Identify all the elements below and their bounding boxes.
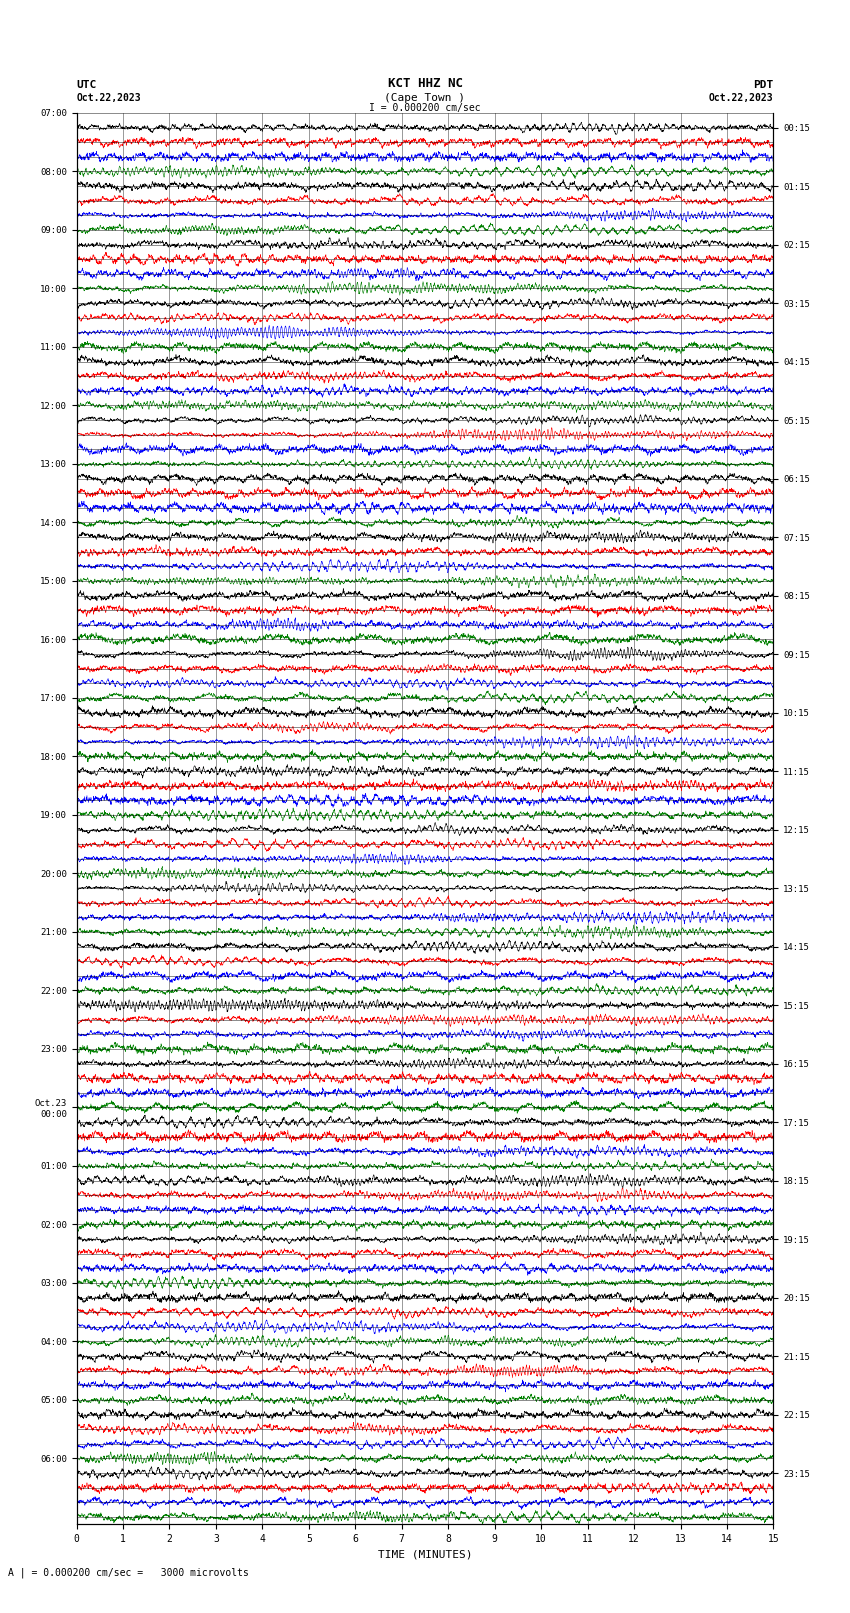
X-axis label: TIME (MINUTES): TIME (MINUTES): [377, 1550, 473, 1560]
Text: A | = 0.000200 cm/sec =   3000 microvolts: A | = 0.000200 cm/sec = 3000 microvolts: [8, 1566, 249, 1578]
Text: PDT: PDT: [753, 81, 774, 90]
Text: KCT HHZ NC: KCT HHZ NC: [388, 77, 462, 90]
Text: (Cape Town ): (Cape Town ): [384, 94, 466, 103]
Text: I = 0.000200 cm/sec: I = 0.000200 cm/sec: [369, 103, 481, 113]
Text: UTC: UTC: [76, 81, 97, 90]
Text: Oct.22,2023: Oct.22,2023: [76, 94, 141, 103]
Text: Oct.22,2023: Oct.22,2023: [709, 94, 774, 103]
